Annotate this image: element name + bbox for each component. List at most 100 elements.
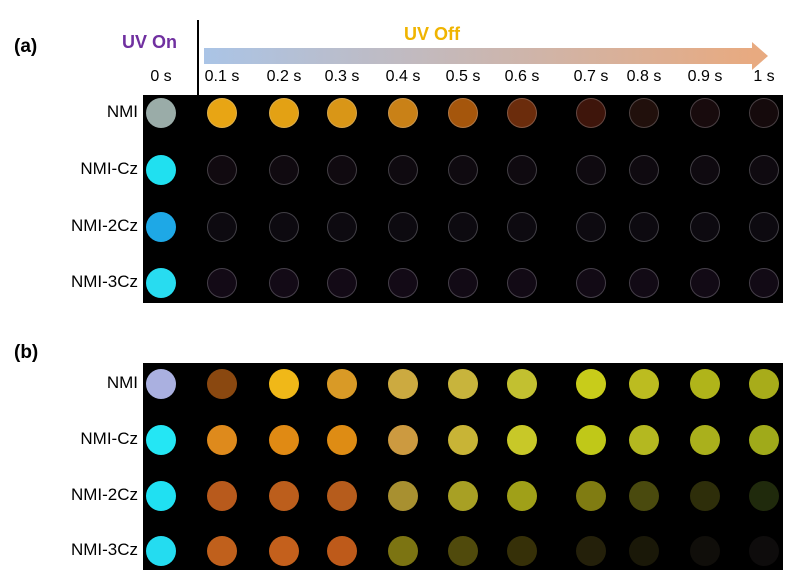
panel-b-sample-dot xyxy=(207,425,237,455)
panel-b-sample-dot xyxy=(207,369,237,399)
panel-b-sample-dot xyxy=(207,536,237,566)
panel-b-row-label: NMI xyxy=(106,373,138,392)
panel-a-sample-dot xyxy=(388,268,418,298)
time-label: 0.5 s xyxy=(445,68,481,85)
panel-b-sample-dot xyxy=(146,369,176,399)
panel-a-sample-dot xyxy=(269,212,299,242)
time-label: 0.8 s xyxy=(626,68,662,85)
panel-b-sample-dot xyxy=(576,536,606,566)
panel-b-sample-dot xyxy=(448,425,478,455)
panel-a-sample-dot xyxy=(576,212,606,242)
panel-b-sample-dot xyxy=(749,536,779,566)
panel-b-sample-dot xyxy=(269,481,299,511)
panel-a-sample-dot xyxy=(207,98,237,128)
time-label: 0.2 s xyxy=(266,68,302,85)
panel-a-sample-dot xyxy=(629,155,659,185)
panel-a-sample-dot xyxy=(749,155,779,185)
panel-b-sample-dot xyxy=(327,369,357,399)
panel-a-sample-dot xyxy=(327,268,357,298)
panel-a-sample-dot xyxy=(507,212,537,242)
panel-b-sample-dot xyxy=(269,369,299,399)
panel-a-sample-dot xyxy=(576,268,606,298)
panel-b-row-label: NMI-3Cz xyxy=(70,540,138,559)
panel-b-sample-dot xyxy=(388,536,418,566)
panel-b-sample-dot xyxy=(576,481,606,511)
panel-a-row-label: NMI-2Cz xyxy=(70,216,138,235)
panel-a-sample-dot xyxy=(629,268,659,298)
panel-a-label: (a) xyxy=(14,36,38,57)
panel-b-sample-dot xyxy=(629,369,659,399)
time-label: 0.3 s xyxy=(324,68,360,85)
panel-a-sample-dot xyxy=(146,155,176,185)
panel-b-row-label: NMI-Cz xyxy=(80,429,138,448)
panel-b-label: (b) xyxy=(14,342,39,363)
panel-b-sample-dot xyxy=(388,425,418,455)
panel-a-row-label: NMI xyxy=(106,102,138,121)
panel-b-sample-dot xyxy=(576,369,606,399)
panel-a-sample-dot xyxy=(269,155,299,185)
panel-a-row-label: NMI-3Cz xyxy=(70,272,138,291)
uv-divider-line xyxy=(197,20,199,96)
panel-a-sample-dot xyxy=(448,98,478,128)
time-label: 1 s xyxy=(753,68,775,85)
panel-a-sample-dot xyxy=(690,212,720,242)
panel-a-sample-dot xyxy=(576,155,606,185)
panel-b-sample-dot xyxy=(146,425,176,455)
panel-a-sample-dot xyxy=(388,98,418,128)
panel-a-sample-dot xyxy=(207,268,237,298)
time-label: 0.4 s xyxy=(385,68,421,85)
panel-b-sample-dot xyxy=(448,536,478,566)
panel-a-sample-dot xyxy=(146,212,176,242)
time-label: 0.9 s xyxy=(687,68,723,85)
panel-a-sample-dot xyxy=(146,98,176,128)
time-label: 0.6 s xyxy=(504,68,540,85)
panel-a-sample-dot xyxy=(690,98,720,128)
panel-b-sample-dot xyxy=(507,481,537,511)
time-label: 0.7 s xyxy=(573,68,609,85)
panel-b-sample-dot xyxy=(327,425,357,455)
panel-b-sample-dot xyxy=(269,536,299,566)
panel-a-sample-dot xyxy=(507,155,537,185)
panel-a-sample-dot xyxy=(576,98,606,128)
panel-a-sample-dot xyxy=(749,268,779,298)
panel-b-sample-dot xyxy=(576,425,606,455)
panel-b-sample-dot xyxy=(146,536,176,566)
time-label: 0.1 s xyxy=(204,68,240,85)
panel-a-sample-dot xyxy=(448,212,478,242)
panel-a-row-label: NMI-Cz xyxy=(80,159,138,178)
panel-b-row-label: NMI-2Cz xyxy=(70,485,138,504)
panel-a-sample-dot xyxy=(327,212,357,242)
panel-a-sample-dot xyxy=(388,155,418,185)
panel-a-sample-dot xyxy=(629,212,659,242)
panel-a-sample-dot xyxy=(269,98,299,128)
uv-off-label: UV Off xyxy=(404,24,460,44)
panel-a-sample-dot xyxy=(749,212,779,242)
panel-a-sample-dot xyxy=(207,212,237,242)
arrow-shaft xyxy=(204,48,754,64)
panel-a-sample-dot xyxy=(327,155,357,185)
panel-b-sample-dot xyxy=(690,425,720,455)
panel-b-sample-dot xyxy=(749,425,779,455)
panel-b-sample-dot xyxy=(207,481,237,511)
panel-a-sample-dot xyxy=(690,155,720,185)
panel-b-sample-dot xyxy=(146,481,176,511)
arrow-head xyxy=(752,42,768,70)
panel-b-sample-dot xyxy=(507,425,537,455)
panel-b-sample-dot xyxy=(690,536,720,566)
panel-a-sample-dot xyxy=(207,155,237,185)
panel-b-sample-dot xyxy=(749,481,779,511)
time-label: 0 s xyxy=(150,68,172,85)
uv-on-label: UV On xyxy=(122,32,178,52)
panel-b-sample-dot xyxy=(388,481,418,511)
panel-b-sample-dot xyxy=(327,481,357,511)
panel-b-sample-dot xyxy=(448,481,478,511)
panel-a-sample-dot xyxy=(388,212,418,242)
panel-b-sample-dot xyxy=(388,369,418,399)
panel-b-sample-dot xyxy=(629,536,659,566)
panel-a-sample-dot xyxy=(507,268,537,298)
panel-b-sample-dot xyxy=(629,425,659,455)
panel-b-sample-dot xyxy=(507,369,537,399)
panel-a-sample-dot xyxy=(146,268,176,298)
panel-b-sample-dot xyxy=(327,536,357,566)
